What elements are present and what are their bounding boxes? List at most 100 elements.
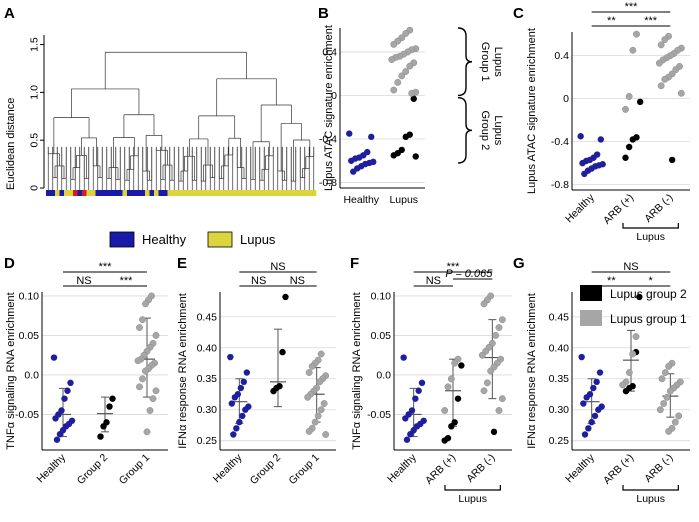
panel-f-sig-label: P = 0.065 <box>445 268 493 280</box>
panel-d-point <box>139 375 146 383</box>
panel-g-point <box>596 369 604 376</box>
panel-b-point <box>350 168 357 175</box>
panel-e-sig-label: NS <box>270 261 285 273</box>
leaf-cell <box>181 190 186 196</box>
panel-g-point <box>581 431 589 438</box>
panel-b-point <box>390 86 398 94</box>
panel-c-point <box>655 59 663 67</box>
leaf-cell <box>55 190 60 196</box>
panel-a-ylabel: Euclidean distance <box>5 98 17 190</box>
panel-b-point <box>346 130 353 137</box>
panel-f-sig-label: NS <box>426 275 441 287</box>
panel-b-point <box>398 72 406 80</box>
panel-g-point <box>666 387 674 395</box>
legend-healthy-swatch <box>109 231 135 248</box>
leaf-cell <box>244 190 249 196</box>
panel-a-dendrogram: Euclidean distance 0 0.5 1.0 1.5 Healthy Lu… <box>5 35 317 248</box>
panel-f-point <box>412 395 419 402</box>
panel-b-brace <box>457 27 473 97</box>
panel-g-group-label: Lupus <box>636 493 665 505</box>
panel-letter-a: A <box>4 5 15 22</box>
panel-d-point <box>136 324 143 331</box>
panel-g-point <box>665 362 673 370</box>
panel-e-ytick-label: 0.40 <box>197 342 218 354</box>
panel-g-sig-label: NS <box>623 261 638 273</box>
panel-g-point <box>591 412 599 420</box>
leaf-cell <box>140 190 146 196</box>
panel-d-point <box>136 383 143 391</box>
panel-e-point <box>305 427 313 435</box>
leaf-cell <box>217 190 222 196</box>
panel-f-point <box>447 375 455 383</box>
panel-g-point <box>583 394 590 401</box>
leaf-cell <box>68 190 74 196</box>
panel-g-point <box>578 353 585 361</box>
panel-c-ytick-label: 0.4 <box>554 50 569 62</box>
panel-e-ytick-label: 0.30 <box>197 404 218 416</box>
leaf-cell <box>212 190 218 196</box>
leaf-cell <box>167 190 173 196</box>
panel-c-ytick-label: 0 <box>563 93 569 105</box>
panel-e-xtick-label: Group 1 <box>286 452 321 487</box>
panel-g-point <box>656 406 664 414</box>
panel-d-point <box>97 433 104 440</box>
panel-g-point <box>661 369 669 376</box>
panel-c-group-label: Lupus <box>636 231 665 243</box>
panel-g-point <box>660 400 668 407</box>
panel-g-point <box>665 427 673 435</box>
panel-d-point <box>109 395 116 402</box>
panel-f-point <box>451 359 459 367</box>
panel-b-point <box>368 133 375 141</box>
panel-g-point <box>580 400 587 407</box>
panel-b-annotation: Lupus <box>492 47 504 77</box>
panel-b-point <box>408 89 416 97</box>
panel-f-ytick-label: -0.05 <box>367 409 391 421</box>
panel-a-leaf-bar <box>46 190 317 196</box>
panel-f-ytick-label: 0.0 <box>376 369 391 381</box>
panel-g-point <box>593 378 600 386</box>
panel-e-ytick-label: 0.45 <box>197 311 218 323</box>
panel-g-point <box>632 333 640 341</box>
panel-g-ytick-label: 0.35 <box>549 373 570 385</box>
panel-b-point <box>406 62 414 70</box>
leaf-cell <box>163 190 168 196</box>
panel-d-point <box>134 357 142 365</box>
panel-b-point <box>394 78 402 86</box>
panel-d-point <box>64 387 71 394</box>
panel-e-point <box>233 425 240 432</box>
panel-c-xtick-label: ARB (+) <box>601 192 636 227</box>
panel-e-point <box>243 369 251 376</box>
leaf-cell <box>190 190 195 196</box>
panel-b-point <box>388 56 396 64</box>
panel-b-point <box>390 152 397 159</box>
panel-f-point <box>495 324 503 331</box>
panel-g-ytick-label: 0.45 <box>549 311 570 323</box>
panel-c-point <box>636 98 644 106</box>
leaf-cell <box>280 190 285 196</box>
panel-f-point <box>480 300 488 308</box>
group-legend: Lupus group 2 Lupus group 1 <box>580 285 687 326</box>
legend-healthy-label: Healthy <box>142 232 187 247</box>
panel-e-xtick-label: Healthy <box>211 451 245 485</box>
leaf-cell <box>253 190 258 196</box>
panel-b-point <box>348 157 355 164</box>
panel-a-ticks: 0 0.5 1.0 1.5 <box>29 37 44 191</box>
panel-letter-e: E <box>177 255 187 272</box>
panel-b-annotation: Group 2 <box>479 110 491 150</box>
panel-b-ytick-label: -0.4 <box>319 134 337 146</box>
panel-e-point <box>227 353 234 361</box>
leaf-cell <box>118 190 123 196</box>
panel-c-sig-label: *** <box>625 1 639 13</box>
leaf-cell <box>154 190 159 196</box>
leaf-cell <box>293 190 299 196</box>
panel-d-ylabel: TNFα signaling RNA enrichment <box>5 292 17 449</box>
panel-f-point <box>402 415 409 422</box>
panel-e-point <box>317 350 325 358</box>
panel-e-point <box>320 400 328 407</box>
leaf-cell <box>262 190 267 196</box>
panel-f-point <box>487 367 495 375</box>
panel-c-point <box>657 82 665 90</box>
leaf-cell <box>230 190 236 196</box>
legend-group1-swatch <box>580 310 602 326</box>
panel-f-point <box>400 354 407 361</box>
